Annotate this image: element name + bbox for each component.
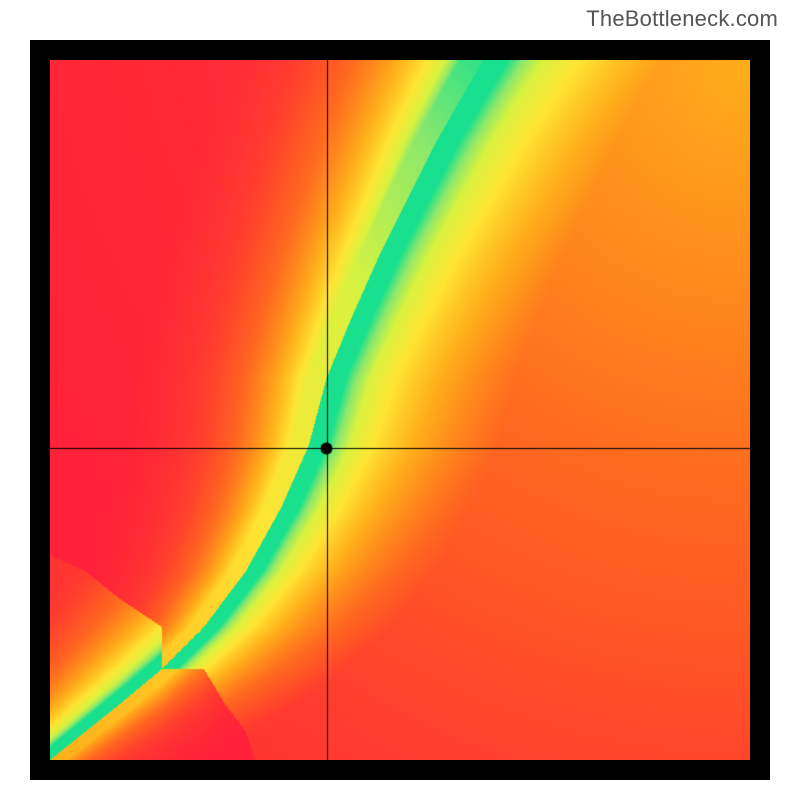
heatmap-canvas (50, 60, 750, 760)
plot-frame (30, 40, 770, 780)
chart-container: TheBottleneck.com (0, 0, 800, 800)
attribution-text: TheBottleneck.com (586, 6, 778, 32)
